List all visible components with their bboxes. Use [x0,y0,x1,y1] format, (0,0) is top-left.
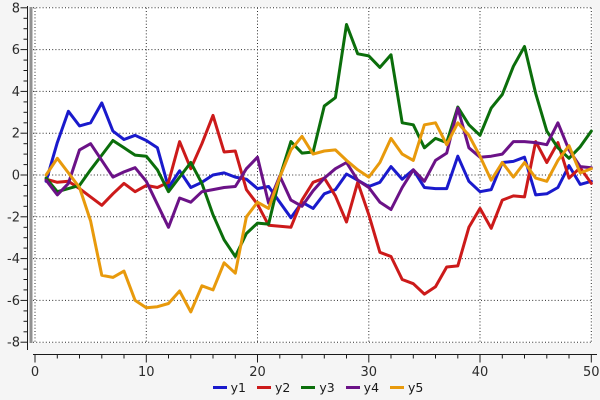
legend-label-y5: y5 [408,379,424,395]
legend-item-y1: y1 [212,379,246,395]
legend-item-y3: y3 [301,379,335,395]
x-tick-label: 20 [249,365,266,380]
y-tick-label: 8 [12,1,20,16]
legend-swatch-y5 [390,385,405,389]
legend-swatch-y4 [345,385,360,389]
x-tick-label: 30 [361,365,378,380]
chart-legend: y1 y2 y3 y4 y5 [18,378,600,396]
legend-item-y4: y4 [345,379,380,395]
series-line-y3 [44,23,593,258]
series-line-y5 [44,121,593,314]
y-tick-label: 6 [12,43,20,58]
y-tick-label: 4 [12,85,20,100]
y-tick-label: -2 [7,210,20,225]
y-axis-bar [29,7,33,343]
legend-label-y1: y1 [230,379,246,395]
y-tick-label: -4 [7,252,20,267]
x-tick-label: 50 [583,365,600,380]
legend-label-y3: y3 [319,379,335,395]
y-axis [20,6,28,350]
legend-swatch-y1 [212,385,227,389]
legend-swatch-y3 [301,385,316,389]
y-tick-label: -8 [7,336,20,351]
legend-label-y2: y2 [274,379,291,395]
legend-item-y5: y5 [390,380,423,395]
legend-swatch-y2 [256,385,271,389]
y-tick-label: 2 [12,127,20,142]
x-tick-label: 10 [138,365,155,380]
series-line-y4 [44,106,593,229]
series-line-y2 [44,113,593,296]
x-tick-label: 40 [472,365,489,380]
y-tick-label: 0 [12,169,20,184]
x-axis [33,354,597,363]
gridlines [33,7,593,343]
x-tick-label: 0 [31,365,39,380]
legend-label-y4: y4 [363,379,380,395]
legend-item-y2: y2 [256,379,291,395]
y-tick-label: -6 [7,294,20,309]
